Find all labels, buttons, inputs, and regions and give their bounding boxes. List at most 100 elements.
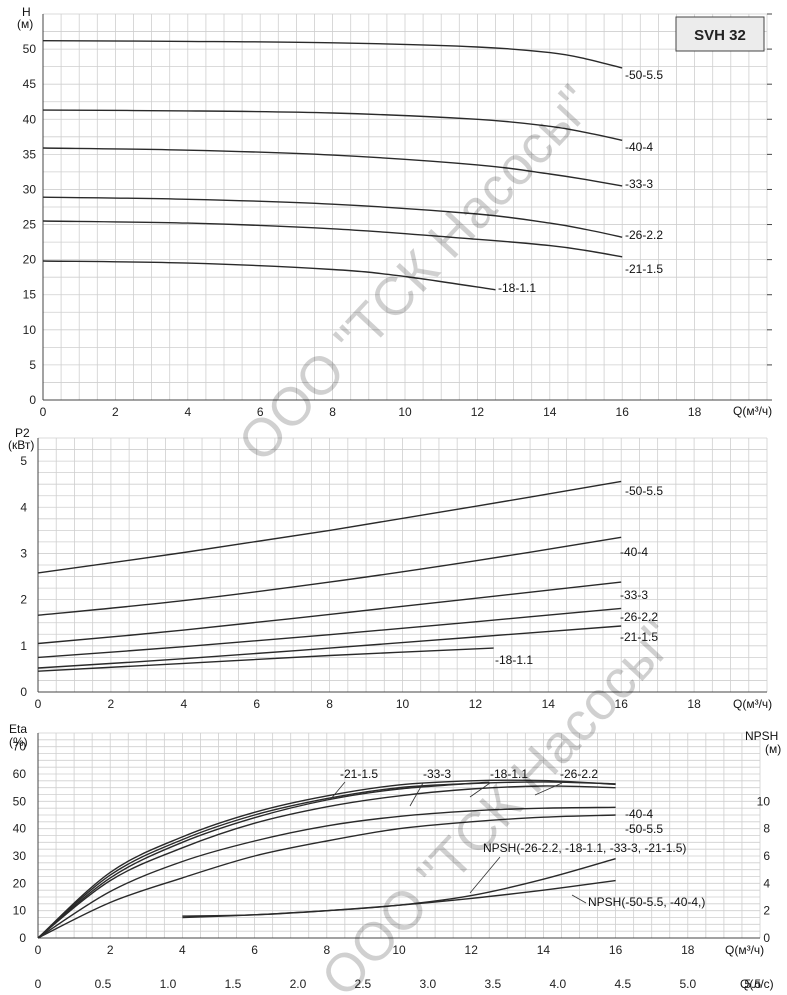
x-tick-label-0: 0 [35,943,42,957]
ls-tick-label-1-5: 1.5 [225,977,242,991]
head-axis-unit: (м) [17,17,33,31]
eta-curve-21-1-5 [37,779,616,939]
y-tick-label-40: 40 [23,112,37,126]
eta-label-21-1-5: -21-1.5 [340,767,378,781]
head-curve-labels: -50-5.5 -40-4 -33-3 -26-2.2 -21-1.5 -18-1.1 [498,68,663,295]
power-axes [37,438,767,693]
y-tick-label-1: 1 [20,639,27,653]
ls-tick-label-4-5: 4.5 [614,977,631,991]
label-leader-line [329,781,346,801]
ls-tick-label-0: 0 [35,977,42,991]
y-tick-label-35: 35 [23,147,37,161]
label-leader-line [534,782,563,796]
eta-label-40-4: -40-4 [625,807,653,821]
eta-curve-33-3 [37,781,616,939]
head-curve-40-4 [42,109,623,141]
npsh-axis-unit: (м) [765,742,781,756]
power-axis-unit: (кВт) [8,438,34,452]
ls-tick-label-2-0: 2.0 [290,977,307,991]
npsh-tick-label-6: 6 [763,849,770,863]
x-tick-label-4: 4 [179,943,186,957]
efficiency-x-ticks: 0 2 4 6 8 10 12 14 16 18 [35,943,695,957]
x-tick-label-12: 12 [465,943,479,957]
eta-curve-26-2-2 [37,785,616,939]
x-tick-label-10: 10 [396,697,410,711]
y-tick-label-20: 20 [13,876,27,890]
head-label-21-1-5: -21-1.5 [625,262,663,276]
x-tick-label-12: 12 [469,697,483,711]
eta-curve-18-1-1 [37,781,490,939]
efficiency-x-axis-label: Q(м³/ч) [725,943,764,957]
head-x-axis-label: Q(м³/ч) [733,404,772,418]
head-label-50-5-5: -50-5.5 [625,68,663,82]
efficiency-axis-unit: (%) [9,735,28,749]
x-tick-label-4: 4 [180,697,187,711]
y-tick-label-3: 3 [20,546,27,560]
y-tick-label-20: 20 [23,253,37,267]
ls-tick-label-5-5: 5.5 [744,977,761,991]
ls-tick-label-1-0: 1.0 [160,977,177,991]
power-curve-33-3 [37,581,622,645]
power-curves [37,480,622,672]
eta-curve-40-4 [37,806,616,939]
ls-tick-label-3-5: 3.5 [485,977,502,991]
y-tick-label-0: 0 [20,685,27,699]
power-curve-labels: -50-5.5 -40-4 -33-3 -26-2.2 -21-1.5 -18-1.1 [495,484,663,667]
power-y-ticks: 0 1 2 3 4 5 [20,454,27,699]
ls-tick-label-0-5: 0.5 [95,977,112,991]
x-tick-label-14: 14 [543,405,557,419]
y-tick-label-0: 0 [29,393,36,407]
ls-tick-label-4-0: 4.0 [549,977,566,991]
eta-label-18-1-1: -18-1.1 [490,767,528,781]
npsh-tick-label-2: 2 [763,904,770,918]
x-tick-label-6: 6 [251,943,258,957]
x-tick-label-8: 8 [326,697,333,711]
model-badge-text: SVH 32 [694,27,746,44]
x-tick-label-6: 6 [257,405,264,419]
y-tick-label-10: 10 [23,323,37,337]
x-tick-label-2: 2 [108,697,115,711]
head-curve-21-1-5 [42,196,623,238]
power-curve-50-5-5 [37,480,622,574]
npsh-axis-title: NPSH [745,729,778,743]
efficiency-curves [37,779,616,939]
eta-label-50-5-5: -50-5.5 [625,822,663,836]
eta-label-26-2-2: -26-2.2 [560,767,598,781]
y-tick-label-5: 5 [20,454,27,468]
eta-curve-50-5-5 [37,814,616,939]
head-curve-26-2-2 [42,220,623,258]
power-label-33-3: -33-3 [620,588,648,602]
npsh-curves [182,858,616,919]
y-tick-label-2: 2 [20,593,27,607]
x-tick-label-16: 16 [616,405,630,419]
x-tick-label-10: 10 [398,405,412,419]
efficiency-y-ticks: 0 10 20 30 40 50 60 70 [13,740,27,945]
power-curve-26-2-2 [37,607,622,659]
eta-label-NPSH-26-2-2-18-1-1-33-3-21-1-5: NPSH(-26-2.2, -18-1.1, -33-3, -21-1.5) [483,841,686,855]
head-chart: 0 2 4 6 8 10 12 14 16 18 0 5 10 15 20 25 30 35 40 45 50 -50… [17,5,772,419]
efficiency-axes [37,733,760,939]
x-tick-label-14: 14 [537,943,551,957]
efficiency-chart: 0 2 4 6 8 10 12 14 16 18 0 0.5 1.0 1.5 2.0 2.5 3.0 3.5 4.… [9,722,781,991]
ls-tick-label-5-0: 5.0 [679,977,696,991]
npsh-curve-NPSH-50-5-5-40-4 [182,879,616,919]
power-label-21-1-5: -21-1.5 [620,630,658,644]
y-tick-label-40: 40 [13,822,27,836]
power-x-axis-label: Q(м³/ч) [733,697,772,711]
y-tick-label-25: 25 [23,218,37,232]
x-tick-label-18: 18 [688,405,702,419]
ls-tick-label-2-5: 2.5 [355,977,372,991]
label-leader-line [469,782,491,798]
y-tick-label-45: 45 [23,77,37,91]
npsh-tick-label-8: 8 [763,822,770,836]
x-tick-label-0: 0 [40,405,47,419]
head-y-ticks: 0 5 10 15 20 25 30 35 40 45 50 [23,42,37,407]
npsh-tick-label-10: 10 [757,794,771,808]
x-tick-label-12: 12 [471,405,485,419]
efficiency-grid [37,732,761,939]
y-tick-label-15: 15 [23,288,37,302]
x-tick-label-6: 6 [253,697,260,711]
efficiency-axis-title: Eta [9,722,27,736]
power-label-40-4: -40-4 [620,545,648,559]
y-tick-label-60: 60 [13,767,27,781]
